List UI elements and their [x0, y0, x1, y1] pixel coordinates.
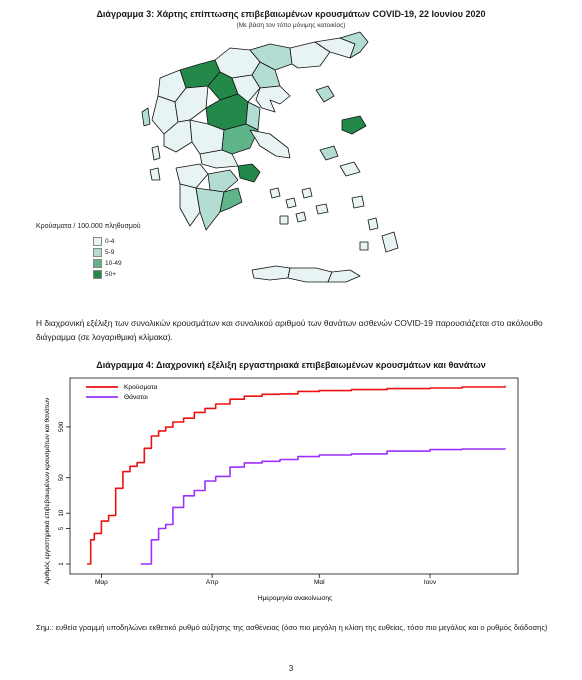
map-legend-item: 0-4 [93, 237, 114, 246]
map-region [149, 167, 161, 181]
map-legend-item: 50+ [93, 270, 116, 279]
map-region [287, 267, 333, 283]
map-region [381, 231, 399, 253]
map-title: Διάγραμμα 3: Χάρτης επίπτωσης επιβεβαιωμ… [96, 9, 486, 19]
map-region [339, 161, 361, 177]
map-region [255, 85, 291, 113]
map-legend-item: 5-9 [93, 248, 114, 257]
series-line-deaths [140, 448, 506, 565]
map-region [175, 163, 209, 189]
chart-title: Διάγραμμα 4: Διαχρονική εξέλιξη εργαστηρ… [96, 360, 486, 370]
map-region [207, 169, 239, 193]
legend-label: Θάνατοι [124, 393, 148, 401]
x-axis-label: Ημερομηνία ανακοίνωσης [258, 594, 332, 602]
legend-swatch [93, 270, 102, 279]
map-region [327, 269, 361, 283]
legend-swatch [93, 259, 102, 268]
y-axis-label: Αριθμός εργαστηριακά επιβεβαιωμένων κρου… [43, 398, 51, 585]
map-region [295, 211, 307, 223]
body-paragraph: Η διαχρονική εξέλιξη των συνολικών κρουσ… [36, 318, 543, 342]
legend-label: 5-9 [105, 249, 115, 256]
map-region [237, 163, 261, 183]
legend-swatch [93, 248, 102, 257]
map-region [301, 187, 313, 199]
y-tick-label: 1 [58, 562, 65, 566]
map-legend-title: Κρούσματα / 100.000 πληθυσμού [36, 223, 141, 230]
x-tick-label: Μαϊ [314, 579, 325, 586]
map-region [269, 187, 281, 199]
map-region [219, 187, 243, 213]
x-tick-label: Μαρ [95, 579, 108, 586]
map-region [359, 241, 369, 251]
map-region [195, 187, 225, 231]
map-region [315, 203, 329, 215]
chart-note: Σημ.: ευθεία γραμμή υποδηλώνει εκθετικό … [36, 623, 548, 632]
greece-map [141, 31, 399, 283]
line-chart: Αριθμός εργαστηριακά επιβεβαιωμένων κρου… [43, 377, 519, 602]
map-region [285, 197, 297, 209]
map-region [339, 31, 369, 59]
y-tick-label: 500 [58, 421, 65, 432]
legend-label: Κρούσματα [124, 383, 158, 391]
legend-label: 50+ [105, 271, 117, 278]
legend-label: 10-49 [105, 260, 122, 267]
map-region [279, 215, 289, 225]
map-region [231, 74, 261, 103]
map-region [141, 107, 151, 127]
map-region [151, 145, 161, 161]
map-region [205, 93, 249, 131]
map-region [351, 195, 365, 209]
y-tick-label: 10 [58, 509, 65, 516]
legend-swatch [93, 237, 102, 246]
map-region [367, 217, 379, 231]
series-line-cases [87, 385, 506, 565]
page-number: 3 [288, 664, 294, 673]
y-tick-label: 5 [58, 526, 65, 530]
map-region [249, 129, 291, 159]
legend-label: 0-4 [105, 238, 115, 245]
x-tick-label: Ιουν [424, 579, 436, 586]
plot-frame [69, 377, 519, 575]
map-region [341, 115, 367, 135]
map-region [315, 85, 335, 103]
map-region [319, 145, 339, 161]
map-region [251, 265, 291, 281]
map-region [179, 183, 201, 227]
x-tick-label: Απρ [206, 579, 219, 586]
map-subtitle: (Με βάση τον τόπο μόνιμης κατοικίας) [236, 22, 346, 29]
map-legend-item: 10-49 [93, 259, 122, 268]
y-tick-label: 50 [58, 474, 65, 481]
